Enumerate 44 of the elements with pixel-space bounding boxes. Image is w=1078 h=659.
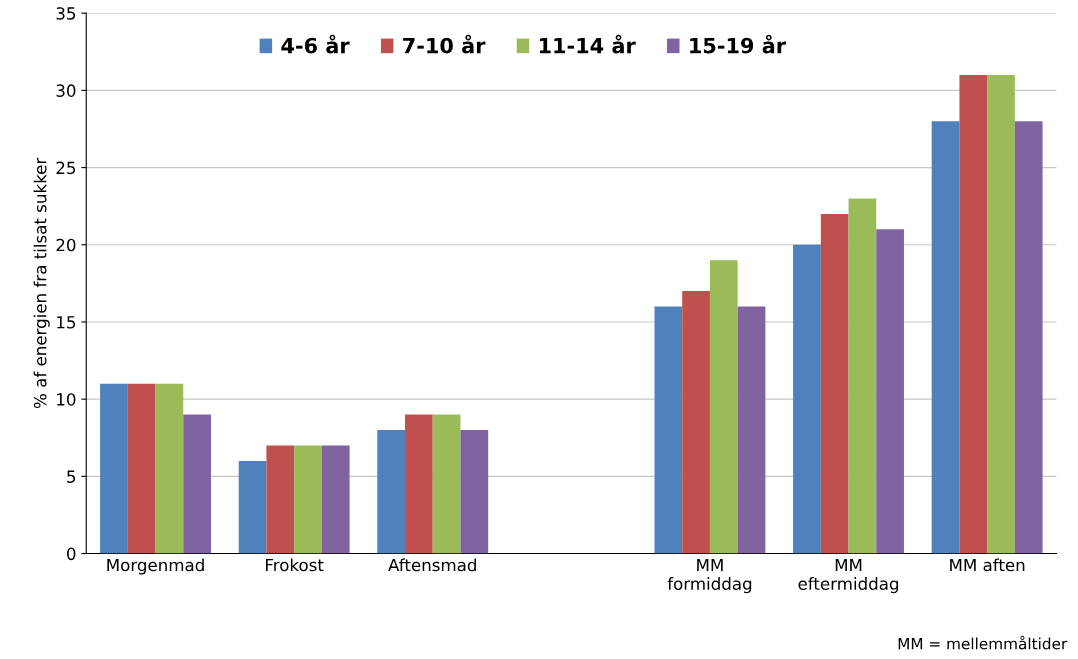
y-tick-label: 30: [56, 84, 76, 97]
y-axis-title: % af energien fra tilsat sukker: [33, 157, 50, 409]
legend-label: 7-10 år: [403, 34, 486, 54]
bar: [432, 414, 461, 554]
x-tick-label: MM formiddag: [667, 558, 752, 594]
bar: [238, 460, 267, 554]
legend-label: 4-6 år: [281, 34, 350, 54]
x-tick-label: Frokost: [266, 558, 324, 572]
bar: [709, 260, 738, 554]
bar: [377, 430, 406, 554]
y-tick-label: 10: [57, 393, 76, 406]
bar: [183, 414, 211, 554]
bar: [682, 291, 710, 554]
bar: [155, 383, 184, 554]
x-tick-label: MM aften: [950, 558, 1025, 572]
bar: [127, 383, 156, 554]
bar: [931, 121, 960, 554]
y-tick-label: 5: [67, 470, 76, 483]
bar: [737, 306, 766, 554]
legend-label: 15-19 år: [690, 34, 786, 54]
text: MM = mellemmåltider: [898, 635, 1068, 650]
y-tick-label: 15: [57, 316, 76, 329]
bar: [100, 383, 128, 554]
bar: [654, 306, 683, 554]
y-tick-label: 0: [67, 547, 76, 561]
y-tick-label: 35: [56, 7, 76, 20]
bar: [876, 229, 904, 554]
bar: [405, 414, 433, 554]
x-tick-label: MM eftermiddag: [798, 558, 899, 594]
bar: [1014, 121, 1043, 554]
x-tick-label: Aftensmad: [388, 558, 476, 572]
legend-label: 11-14 år: [539, 34, 636, 54]
bar: [266, 445, 295, 554]
bar: [959, 74, 988, 554]
bar: [848, 198, 877, 554]
bar: [321, 445, 350, 554]
bar: [460, 430, 489, 554]
bar: [793, 244, 821, 554]
bar: [820, 213, 849, 554]
y-tick-label: 25: [56, 161, 76, 175]
bar: [987, 74, 1015, 554]
bar: [294, 445, 322, 554]
x-tick-label: Morgenmad: [107, 558, 204, 575]
y-tick-label: 20: [56, 238, 76, 252]
